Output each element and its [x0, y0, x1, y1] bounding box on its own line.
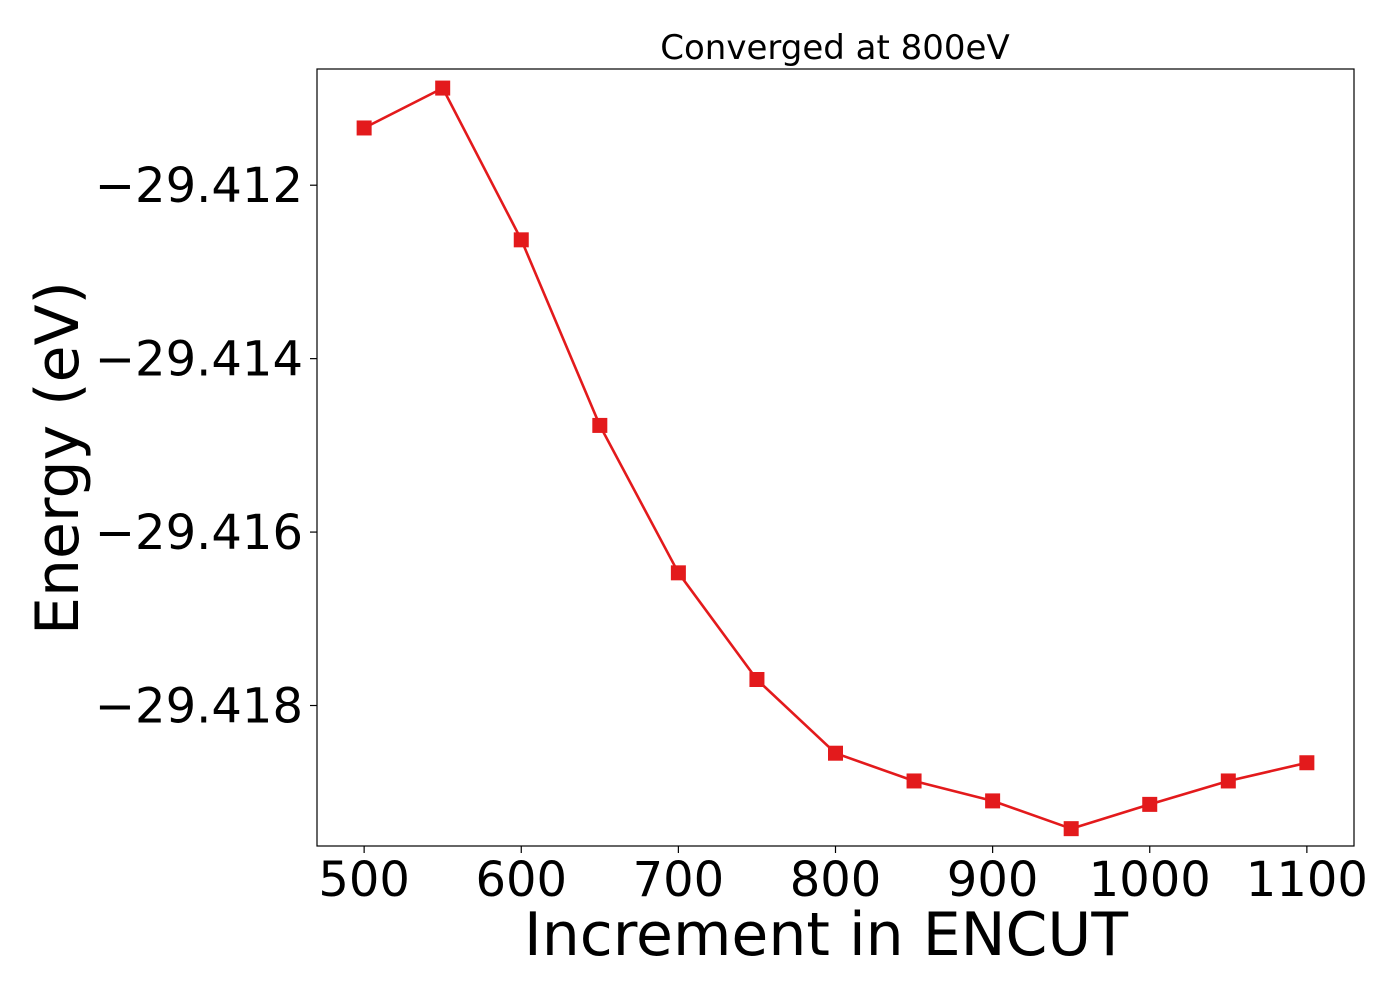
- x-tick-label: 900: [947, 852, 1039, 908]
- data-point: [906, 773, 922, 789]
- data-point: [435, 80, 451, 96]
- data-point: [749, 672, 765, 687]
- data-point: [592, 417, 608, 433]
- data-point: [1299, 755, 1315, 771]
- x-tick-label: 600: [475, 852, 567, 908]
- x-tick-label: 500: [318, 852, 410, 908]
- data-point: [356, 120, 372, 136]
- data-point: [513, 232, 529, 248]
- x-axis: 500 600 700 800 900 1000 1100: [318, 846, 1368, 908]
- data-point: [1063, 821, 1079, 837]
- x-tick-label: 1000: [1089, 852, 1211, 908]
- series-layer: [356, 80, 1315, 837]
- y-tick-label: −29.414: [95, 332, 303, 388]
- series-line: [363, 86, 1308, 831]
- x-tick-label: 1100: [1246, 852, 1368, 908]
- x-axis-label: Increment in ENCUT: [524, 900, 1128, 970]
- plot-frame: [316, 68, 1355, 847]
- data-point: [985, 793, 1001, 809]
- y-axis: −29.412 −29.414 −29.416 −29.418: [95, 158, 317, 735]
- y-tick-label: −29.416: [95, 505, 303, 561]
- data-point: [1142, 796, 1158, 812]
- y-tick-label: −29.418: [95, 679, 303, 735]
- y-tick-label: −29.412: [95, 158, 303, 214]
- x-tick-label: 700: [633, 852, 725, 908]
- x-tick-label: 800: [790, 852, 882, 908]
- data-point: [1220, 773, 1236, 789]
- chart-title: Converged at 800eV: [660, 28, 1009, 68]
- data-point: [828, 745, 843, 761]
- data-point: [670, 565, 686, 581]
- y-axis-label: Energy (eV): [23, 281, 93, 635]
